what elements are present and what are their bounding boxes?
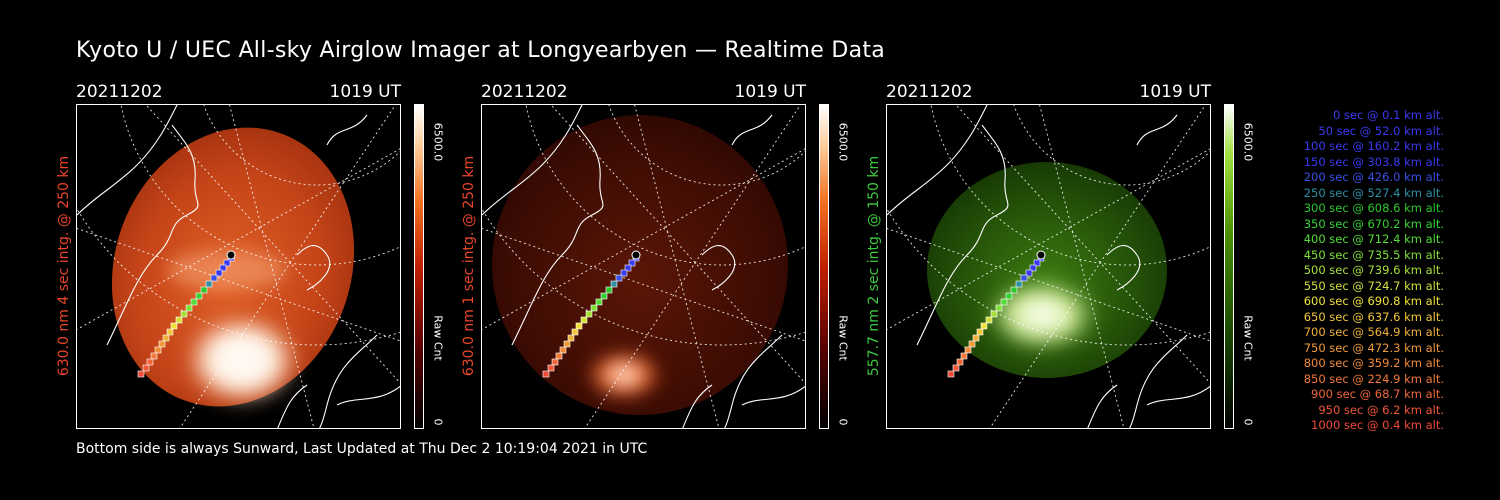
colorbar-min: 0: [1241, 418, 1255, 426]
legend-row: 850 sec @ 224.9 km alt.: [1303, 371, 1444, 386]
legend-row: 450 sec @ 735.5 km alt.: [1303, 247, 1444, 262]
legend-row: 700 sec @ 564.9 km alt.: [1303, 325, 1444, 339]
airglow-image: [76, 104, 401, 429]
colorbar: [1224, 104, 1234, 429]
footer-note: Bottom side is always Sunward, Last Upda…: [76, 441, 648, 457]
panel-date: 20211202: [481, 82, 568, 102]
colorbar-max: 6500.0: [836, 122, 850, 162]
colorbar: [414, 104, 424, 429]
panel-ylabel: 630.0 nm 1 sec intg. @ 250 km: [461, 155, 477, 377]
panel-date: 20211202: [886, 82, 973, 102]
legend-row: 800 sec @ 359.2 km alt.: [1303, 356, 1444, 370]
panel-ylabel: 630.0 nm 4 sec intg. @ 250 km: [56, 155, 72, 377]
legend-row: 300 sec @ 608.6 km alt.: [1303, 201, 1444, 215]
legend-row: 750 sec @ 472.3 km alt.: [1303, 340, 1444, 355]
legend-row: 950 sec @ 6.2 km alt.: [1318, 402, 1444, 417]
colorbar-min: 0: [836, 418, 850, 426]
colorbar-max: 6500.0: [1241, 122, 1255, 162]
legend-row: 50 sec @ 52.0 km alt.: [1318, 123, 1444, 138]
colorbar-unit: Raw Cnt: [431, 315, 445, 361]
airglow-image: [481, 104, 806, 429]
legend-row: 600 sec @ 690.8 km alt.: [1303, 294, 1444, 308]
legend-row: 0 sec @ 0.1 km alt.: [1332, 108, 1444, 122]
legend-row: 550 sec @ 724.7 km alt.: [1303, 278, 1444, 293]
panel-date: 20211202: [76, 82, 163, 102]
panel-1: 20211202 1019 UT 630.0 nm 4 sec intg. @ …: [56, 80, 496, 430]
altitude-legend: 0 sec @ 0.1 km alt. 50 sec @ 52.0 km alt.…: [1262, 108, 1444, 434]
panel-time: 1019 UT: [1139, 82, 1212, 102]
page-title: Kyoto U / UEC All-sky Airglow Imager at …: [76, 38, 886, 63]
colorbar-min: 0: [431, 418, 445, 426]
colorbar-unit: Raw Cnt: [836, 315, 850, 361]
colorbar: [819, 104, 829, 429]
colorbar-max: 6500.0: [431, 122, 445, 162]
legend-row: 100 sec @ 160.2 km alt.: [1303, 139, 1444, 153]
panel-3: 20211202 1019 UT 557.7 nm 2 sec intg. @ …: [866, 80, 1306, 430]
legend-row: 200 sec @ 426.0 km alt.: [1303, 170, 1444, 184]
panel-time: 1019 UT: [734, 82, 807, 102]
airglow-image: [886, 104, 1211, 429]
colorbar-unit: Raw Cnt: [1241, 315, 1255, 361]
legend-row: 1000 sec @ 0.4 km alt.: [1311, 418, 1444, 432]
panel-2: 20211202 1019 UT 630.0 nm 1 sec intg. @ …: [461, 80, 901, 430]
legend-row: 500 sec @ 739.6 km alt.: [1303, 263, 1444, 277]
panel-time: 1019 UT: [329, 82, 402, 102]
legend-row: 900 sec @ 68.7 km alt.: [1311, 387, 1444, 401]
legend-row: 350 sec @ 670.2 km alt.: [1303, 216, 1444, 231]
panel-ylabel: 557.7 nm 2 sec intg. @ 150 km: [866, 155, 882, 377]
legend-row: 150 sec @ 303.8 km alt.: [1303, 154, 1444, 169]
legend-row: 400 sec @ 712.4 km alt.: [1303, 232, 1444, 246]
legend-row: 250 sec @ 527.4 km alt.: [1303, 185, 1444, 200]
legend-row: 650 sec @ 637.6 km alt.: [1303, 309, 1444, 324]
